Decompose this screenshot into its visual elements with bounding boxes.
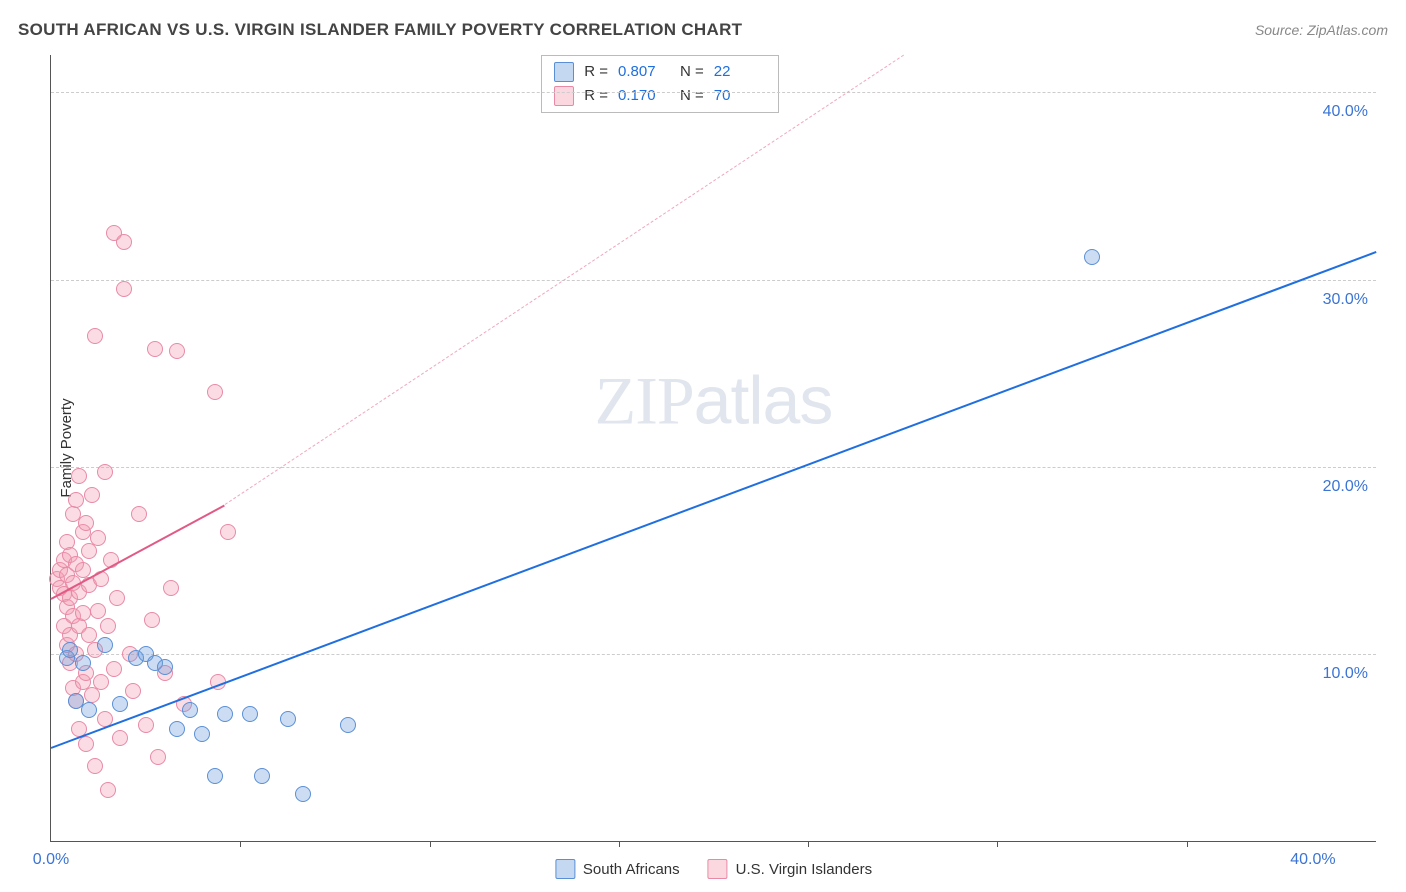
- data-point: [93, 674, 109, 690]
- data-point: [78, 515, 94, 531]
- x-tick: [1187, 841, 1188, 847]
- legend-swatch: [554, 62, 574, 82]
- data-point: [81, 627, 97, 643]
- data-point: [125, 683, 141, 699]
- stats-legend-row: R = 0.807 N = 22: [554, 60, 766, 84]
- data-point: [169, 721, 185, 737]
- data-point: [87, 328, 103, 344]
- data-point: [144, 612, 160, 628]
- source-prefix: Source:: [1255, 22, 1307, 38]
- x-tick: [997, 841, 998, 847]
- data-point: [280, 711, 296, 727]
- legend-swatch: [555, 859, 575, 879]
- y-tick-label: 30.0%: [1323, 291, 1368, 309]
- data-point: [157, 659, 173, 675]
- data-point: [75, 605, 91, 621]
- y-tick-label: 40.0%: [1323, 103, 1368, 121]
- legend-label: U.S. Virgin Islanders: [736, 861, 872, 878]
- n-label: N =: [680, 60, 704, 84]
- y-axis-label: Family Poverty: [58, 398, 75, 497]
- data-point: [106, 661, 122, 677]
- data-point: [116, 234, 132, 250]
- data-point: [207, 384, 223, 400]
- data-point: [87, 758, 103, 774]
- r-label: R =: [584, 84, 608, 108]
- watermark-light: atlas: [694, 362, 833, 438]
- n-value: 70: [714, 84, 766, 108]
- legend-swatch: [554, 86, 574, 106]
- r-value: 0.170: [618, 84, 670, 108]
- data-point: [97, 637, 113, 653]
- chart-title: SOUTH AFRICAN VS U.S. VIRGIN ISLANDER FA…: [18, 20, 742, 40]
- data-point: [147, 341, 163, 357]
- r-value: 0.807: [618, 60, 670, 84]
- data-point: [84, 687, 100, 703]
- data-point: [150, 749, 166, 765]
- watermark-bold: ZIP: [595, 362, 694, 438]
- stats-legend-row: R = 0.170 N = 70: [554, 84, 766, 108]
- data-point: [220, 524, 236, 540]
- x-tick-label: 0.0%: [33, 851, 69, 869]
- data-point: [254, 768, 270, 784]
- data-point: [100, 618, 116, 634]
- x-tick: [808, 841, 809, 847]
- data-point: [62, 642, 78, 658]
- watermark: ZIPatlas: [595, 361, 833, 440]
- data-point: [340, 717, 356, 733]
- source-link[interactable]: ZipAtlas.com: [1307, 22, 1388, 38]
- source-attribution: Source: ZipAtlas.com: [1255, 22, 1388, 38]
- x-tick: [240, 841, 241, 847]
- data-point: [169, 343, 185, 359]
- data-point: [75, 655, 91, 671]
- y-tick-label: 10.0%: [1323, 665, 1368, 683]
- data-point: [71, 468, 87, 484]
- data-point: [112, 696, 128, 712]
- legend-label: South Africans: [583, 861, 680, 878]
- x-tick: [430, 841, 431, 847]
- n-label: N =: [680, 84, 704, 108]
- gridline: [51, 92, 1376, 93]
- data-point: [90, 603, 106, 619]
- data-point: [97, 464, 113, 480]
- data-point: [81, 702, 97, 718]
- gridline: [51, 280, 1376, 281]
- data-point: [242, 706, 258, 722]
- data-point: [217, 706, 233, 722]
- data-point: [207, 768, 223, 784]
- data-point: [295, 786, 311, 802]
- x-tick: [619, 841, 620, 847]
- scatter-plot: Family Poverty ZIPatlas R =0.807N =22R =…: [50, 55, 1376, 842]
- n-value: 22: [714, 60, 766, 84]
- legend-item: U.S. Virgin Islanders: [708, 859, 872, 879]
- data-point: [131, 506, 147, 522]
- data-point: [116, 281, 132, 297]
- data-point: [194, 726, 210, 742]
- data-point: [81, 543, 97, 559]
- r-label: R =: [584, 60, 608, 84]
- x-tick-label: 40.0%: [1290, 851, 1335, 869]
- data-point: [182, 702, 198, 718]
- gridline: [51, 467, 1376, 468]
- data-point: [68, 492, 84, 508]
- data-point: [100, 782, 116, 798]
- gridline: [51, 654, 1376, 655]
- data-point: [163, 580, 179, 596]
- data-point: [84, 487, 100, 503]
- legend-item: South Africans: [555, 859, 680, 879]
- trend-line: [51, 252, 1377, 750]
- legend-swatch: [708, 859, 728, 879]
- data-point: [75, 562, 91, 578]
- data-point: [1084, 249, 1100, 265]
- header: SOUTH AFRICAN VS U.S. VIRGIN ISLANDER FA…: [18, 20, 1388, 40]
- series-legend: South Africans U.S. Virgin Islanders: [555, 859, 872, 879]
- stats-legend: R = 0.807 N = 22 R = 0.170 N = 70: [541, 55, 779, 113]
- data-point: [138, 717, 154, 733]
- y-tick-label: 20.0%: [1323, 478, 1368, 496]
- data-point: [90, 530, 106, 546]
- data-point: [112, 730, 128, 746]
- data-point: [109, 590, 125, 606]
